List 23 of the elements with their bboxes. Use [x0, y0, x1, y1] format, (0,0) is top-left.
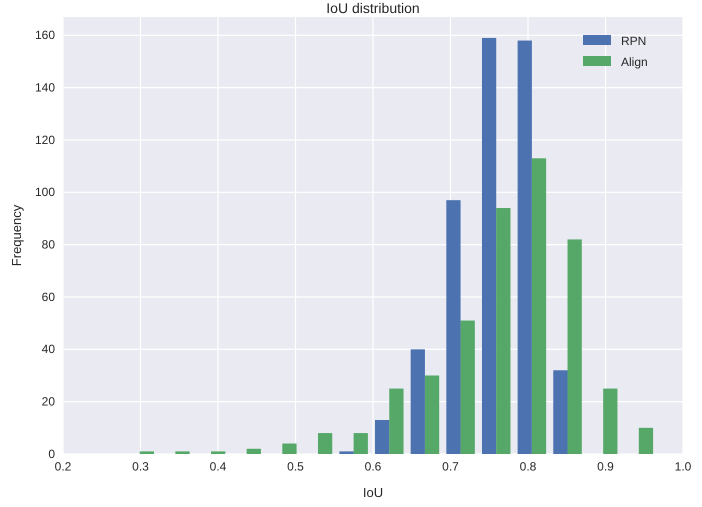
y-tick-label: 0: [48, 446, 56, 461]
x-tick-label: 0.6: [364, 460, 382, 474]
x-tick-label: 0.7: [442, 460, 460, 474]
y-tick-label: 100: [34, 185, 56, 200]
legend-label: Align: [621, 55, 648, 69]
y-tick-label: 80: [42, 238, 56, 252]
x-tick-label: 0.3: [132, 460, 150, 474]
x-tick-label: 0.4: [210, 460, 227, 474]
x-axis-title: IoU: [362, 485, 384, 500]
x-tick-label: 1.0: [674, 460, 692, 474]
y-tick-label: 120: [34, 132, 56, 147]
x-tick-label: 0.8: [520, 460, 537, 474]
x-tick-label: 0.9: [597, 460, 614, 474]
y-axis-title: Frequency: [9, 204, 24, 266]
y-tick-label: 160: [34, 28, 56, 42]
chart-title: IoU distribution: [326, 0, 420, 16]
y-tick-label: 140: [34, 80, 56, 94]
x-tick-label: 0.5: [287, 460, 304, 474]
legend-label: RPN: [621, 34, 646, 48]
y-tick-label: 60: [42, 290, 56, 304]
y-tick-label: 40: [42, 342, 56, 356]
x-tick-label: 0.2: [54, 460, 72, 474]
y-tick-label: 20: [42, 394, 56, 409]
